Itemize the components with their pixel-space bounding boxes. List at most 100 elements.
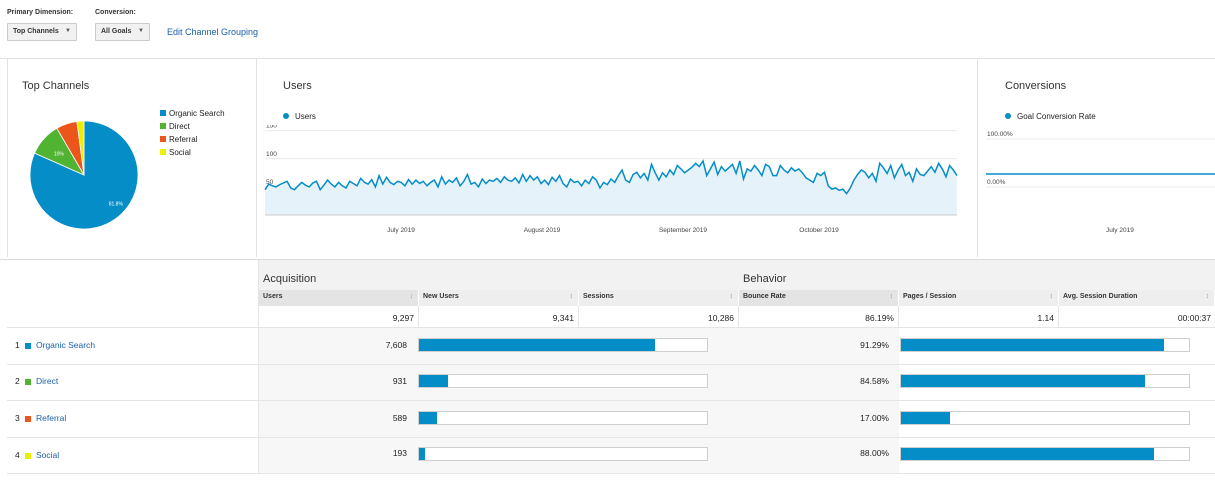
- y-tick-label: 150: [266, 125, 277, 130]
- users-title: Users: [283, 80, 312, 92]
- table-top-border: [0, 259, 1215, 260]
- row-bounce-value: 84.58%: [860, 376, 889, 386]
- row-users-value: 589: [392, 413, 407, 423]
- row-link-direct[interactable]: Direct: [36, 376, 59, 386]
- top-channels-card: Top Channels 81.8% 10% Organic Search Di…: [7, 59, 257, 257]
- col-bounce-rate[interactable]: Bounce Rate ↕: [739, 290, 899, 306]
- legend-item-direct: Direct: [160, 122, 190, 131]
- col-sessions-label: Sessions: [583, 293, 614, 300]
- users-bar-fill: [419, 412, 438, 424]
- users-card: Users Users 150 100 50 July 2019 August 2019…: [257, 59, 978, 257]
- primary-dimension-label: Primary Dimension:: [7, 9, 74, 16]
- conversion-label: Conversion:: [95, 9, 136, 16]
- row-users-value: 193: [392, 448, 407, 458]
- col-new-users-label: New Users: [423, 293, 459, 300]
- conversion-dot: [1005, 113, 1011, 119]
- chevron-down-icon: ▼: [138, 28, 144, 34]
- col-avg-session-duration[interactable]: Avg. Session Duration ↕: [1059, 290, 1215, 306]
- users-bar: [418, 447, 708, 461]
- chevron-down-icon: ▼: [65, 28, 71, 34]
- users-dot: [283, 113, 289, 119]
- col-new-users[interactable]: New Users ↕: [419, 290, 579, 306]
- legend-label: Organic Search: [169, 109, 225, 118]
- conversion-value: All Goals: [101, 28, 132, 35]
- users-bar-fill: [419, 339, 655, 351]
- col-pages-session-label: Pages / Session: [903, 293, 957, 300]
- y-tick-label: 100.00%: [987, 131, 1013, 138]
- acquisition-group-label: Acquisition: [263, 273, 317, 285]
- row-divider: [7, 364, 1215, 365]
- pie-label-direct: 10%: [54, 151, 65, 157]
- conversion-dropdown[interactable]: All Goals ▼: [95, 23, 150, 41]
- col-users[interactable]: Users ↓: [259, 290, 419, 306]
- y-tick-label: 0.00%: [987, 179, 1006, 186]
- x-axis-label: July 2019: [1106, 227, 1134, 234]
- row-bounce-value: 17.00%: [860, 413, 889, 423]
- col-sessions[interactable]: Sessions ↕: [579, 290, 739, 306]
- bounce-bar: [900, 411, 1190, 425]
- direct-swatch: [160, 123, 166, 129]
- row-bounce-value: 88.00%: [860, 448, 889, 458]
- direct-swatch: [25, 379, 31, 385]
- total-new-users: 9,341: [419, 306, 579, 327]
- sort-icon: ↕: [889, 293, 894, 300]
- sort-icon: ↕: [1205, 293, 1210, 300]
- organic-swatch: [25, 343, 31, 349]
- row-divider: [7, 437, 1215, 438]
- organic-swatch: [160, 110, 166, 116]
- users-bar: [418, 411, 708, 425]
- row-index: 4: [15, 450, 20, 460]
- total-avg-duration: 00:00:37: [1177, 313, 1211, 323]
- row-users-value: 7,608: [385, 340, 407, 350]
- bounce-bar-fill: [901, 339, 1164, 351]
- row-link-referral[interactable]: Referral: [36, 413, 67, 423]
- x-axis-label: July 2019: [387, 227, 415, 234]
- row-divider: [7, 400, 1215, 401]
- report-controls: Primary Dimension: Top Channels ▼ Conver…: [0, 0, 1215, 55]
- conversions-title: Conversions: [1005, 80, 1067, 92]
- x-axis-label: October 2019: [799, 227, 839, 234]
- row-index: 3: [15, 413, 20, 423]
- channels-pie-chart: 81.8% 10%: [29, 120, 139, 230]
- users-legend-label: Users: [295, 112, 316, 121]
- row-index: 2: [15, 376, 20, 386]
- users-series-line: [264, 159, 958, 195]
- row-users-value: 931: [392, 376, 407, 386]
- primary-dimension-dropdown[interactable]: Top Channels ▼: [7, 23, 77, 41]
- total-users: 9,297: [259, 306, 419, 327]
- bounce-bar: [900, 447, 1190, 461]
- users-line-chart: 150 100 50 July 2019 August 2019 September 20…: [264, 125, 958, 234]
- sort-icon: ↕: [729, 293, 734, 300]
- legend-item-referral: Referral: [160, 135, 197, 144]
- row-link-social[interactable]: Social: [36, 450, 60, 460]
- legend-label: Direct: [169, 122, 190, 131]
- bounce-bar-fill: [901, 448, 1155, 460]
- behavior-group-label: Behavior: [743, 273, 787, 285]
- conversions-card: Conversions Goal Conversion Rate 100.00%…: [978, 59, 1215, 257]
- cards-divider: [0, 58, 1215, 59]
- total-sessions: 10,286: [579, 306, 739, 327]
- legend-item-organic: Organic Search: [160, 109, 225, 118]
- legend-label: Social: [169, 148, 191, 157]
- users-bar: [418, 338, 708, 352]
- conversions-legend-label: Goal Conversion Rate: [1017, 112, 1096, 121]
- row-link-organic-search[interactable]: Organic Search: [36, 340, 96, 350]
- row-index: 1: [15, 340, 20, 350]
- row-divider: [7, 473, 1215, 474]
- total-pages-session: 1.14: [899, 306, 1059, 327]
- users-legend: Users: [283, 112, 316, 121]
- bounce-bar-fill: [901, 375, 1145, 387]
- col-pages-session[interactable]: Pages / Session ↕: [899, 290, 1059, 306]
- edit-channel-grouping-link[interactable]: Edit Channel Grouping: [167, 27, 259, 37]
- users-bar: [418, 374, 708, 388]
- social-swatch: [25, 453, 31, 459]
- conversions-legend: Goal Conversion Rate: [1005, 112, 1096, 121]
- col-bounce-rate-label: Bounce Rate: [743, 293, 786, 300]
- dimension-column: [7, 260, 259, 473]
- legend-label: Referral: [169, 135, 198, 144]
- conversion-line-chart: 100.00% 0.00% July 2019: [986, 131, 1215, 234]
- row-divider: [7, 327, 1215, 328]
- legend-item-social: Social: [160, 148, 191, 157]
- referral-swatch: [160, 136, 166, 142]
- total-bounce-rate: 86.19%: [739, 306, 899, 327]
